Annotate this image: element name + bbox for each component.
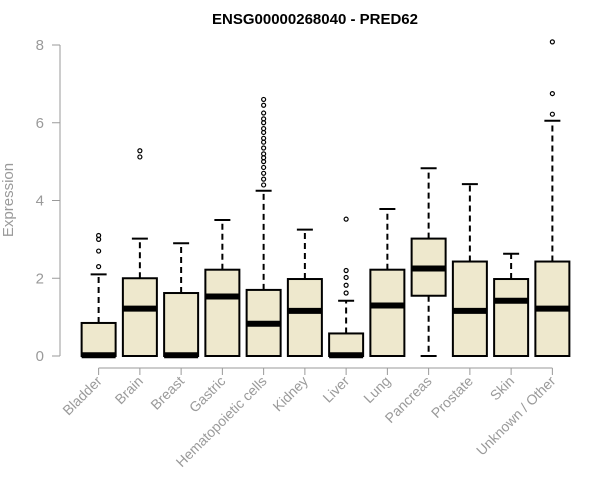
box-brain bbox=[121, 148, 158, 357]
outlier-point bbox=[549, 111, 555, 117]
outlier-point bbox=[96, 263, 102, 270]
x-tick-label: Bladder bbox=[59, 373, 105, 419]
outlier-point bbox=[343, 290, 349, 296]
box-lung bbox=[369, 208, 406, 358]
outlier-point bbox=[261, 135, 267, 141]
x-tick-label: Kidney bbox=[269, 373, 311, 415]
box-gastric bbox=[204, 218, 241, 358]
outlier-point bbox=[343, 274, 349, 281]
box-skin bbox=[493, 252, 530, 357]
outlier-point bbox=[261, 170, 267, 176]
outlier-point bbox=[96, 248, 102, 254]
box-prostate bbox=[451, 183, 488, 357]
box-kidney bbox=[286, 228, 323, 357]
box-breast bbox=[163, 242, 200, 359]
x-tick-label: Breast bbox=[147, 373, 187, 413]
y-tick-label: 8 bbox=[36, 37, 44, 54]
y-axis-label: Expression bbox=[0, 163, 17, 237]
outlier-point bbox=[549, 39, 555, 45]
outlier-point bbox=[549, 90, 555, 97]
outlier-point bbox=[261, 176, 267, 182]
box-liver bbox=[328, 216, 365, 359]
y-tick-label: 2 bbox=[36, 270, 44, 287]
x-tick-label: Prostate bbox=[428, 373, 476, 421]
y-tick-label: 4 bbox=[36, 193, 44, 210]
boxes bbox=[80, 39, 571, 359]
outlier-point bbox=[261, 102, 267, 108]
outlier-point bbox=[261, 145, 267, 151]
outlier-point bbox=[261, 116, 267, 122]
outlier-point bbox=[343, 267, 349, 274]
outlier-point bbox=[261, 125, 267, 132]
outlier-point bbox=[261, 110, 267, 116]
y-tick-label: 6 bbox=[36, 115, 44, 132]
y-tick-label: 0 bbox=[36, 348, 44, 365]
box-iqr bbox=[204, 268, 241, 358]
x-tick-label: Skin bbox=[487, 373, 518, 404]
x-tick-label: Brain bbox=[112, 373, 146, 407]
outlier-point bbox=[261, 151, 267, 157]
box-iqr bbox=[493, 278, 530, 357]
x-tick-label: Lung bbox=[360, 373, 393, 406]
outlier-point bbox=[137, 154, 143, 160]
box-iqr bbox=[286, 278, 323, 357]
outlier-point bbox=[261, 182, 267, 188]
outlier-point bbox=[261, 164, 267, 171]
box-unknown-other bbox=[534, 39, 571, 357]
box-bladder bbox=[80, 232, 117, 359]
box-iqr bbox=[163, 292, 200, 357]
outlier-point bbox=[96, 232, 102, 239]
box-iqr bbox=[121, 277, 158, 357]
chart-title: ENSG00000268040 - PRED62 bbox=[212, 11, 418, 28]
box-iqr bbox=[80, 321, 117, 357]
box-iqr bbox=[369, 268, 406, 358]
box-pancreas bbox=[410, 167, 447, 357]
outlier-point bbox=[343, 216, 349, 222]
x-tick-label: Liver bbox=[319, 373, 352, 406]
box-hematopoietic-cells bbox=[245, 96, 282, 358]
outlier-point bbox=[137, 148, 143, 154]
outlier-point bbox=[261, 96, 267, 103]
outlier-point bbox=[343, 282, 349, 288]
